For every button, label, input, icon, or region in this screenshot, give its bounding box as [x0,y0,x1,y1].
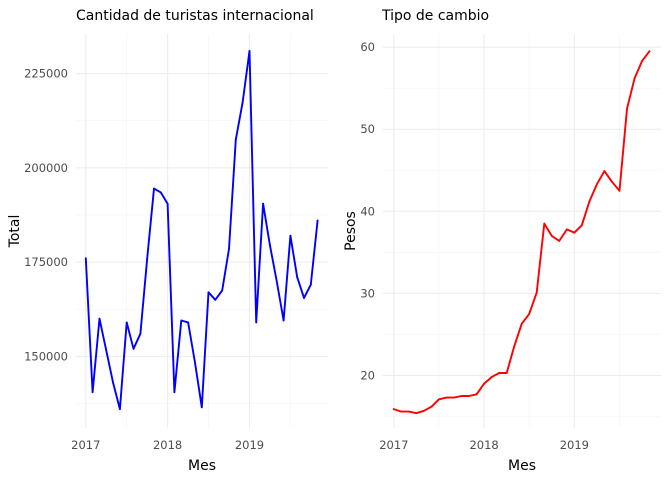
tourists-data-point [221,289,224,292]
exchange-data-point [611,180,613,183]
exchange-y-tick-label: 60 [360,40,375,54]
tourists-data-point [166,202,169,205]
exchange-data-point [453,396,455,399]
tourists-data-point [98,317,101,320]
exchange-x-tick-label: 2018 [469,438,498,452]
exchange-data-point [468,395,470,397]
tourists-data-point [112,381,114,384]
tourists-data-point [193,361,196,363]
exchange-data-point [603,170,606,172]
tourists-data-point [303,297,305,299]
exchange-y-tick-label: 50 [360,122,375,136]
tourists-data-point [309,283,312,286]
exchange-data-point [588,200,591,203]
tourists-y-axis-label: Total [7,215,23,249]
exchange-data-point [513,345,516,348]
tourists-data-point [200,406,203,409]
exchange-data-point [528,313,531,315]
tourists-y-tick-label: 225000 [24,67,68,81]
tourists-y-tick-label: 200000 [24,161,68,175]
tourists-data-point [207,291,210,294]
tourists-data-point [234,138,237,141]
exchange-data-point [438,398,440,401]
exchange-y-tick-label: 30 [360,286,375,300]
tourists-data-point [255,321,258,324]
tourists-data-point [180,319,183,322]
tourists-data-point [159,191,162,194]
tourists-data-point [241,100,244,103]
tourists-data-point [119,408,121,411]
exchange-data-point [626,107,628,110]
exchange-data-point [460,395,463,397]
exchange-data-point [535,291,538,294]
exchange-y-tick-label: 20 [360,368,375,382]
exchange-data-point [580,224,583,227]
tourists-data-point [105,349,108,352]
tourists-x-tick-label: 2017 [71,438,100,452]
tourists-data-point [248,50,251,52]
tourists-data-point [153,187,155,190]
exchange-y-axis-label: Pesos [343,211,359,251]
exchange-data-point [543,222,546,225]
tourists-data-point [125,321,128,324]
tourists-data-point [187,321,189,324]
exchange-data-point [565,228,568,231]
tourists-x-axis-label: Mes [188,458,216,474]
chart-exchange-rate: 20 30 40 50 60 2017 2018 2019 Tipo de cambio Mes P… [343,8,661,474]
exchange-data-point [641,60,643,62]
tourists-x-tick-label: 2019 [235,438,264,452]
tourists-chart-title: Cantidad de turistas internacional [76,8,314,24]
exchange-y-tick-label: 40 [360,204,375,218]
tourists-y-tick-label: 175000 [24,255,68,269]
tourists-data-point [91,391,94,394]
tourists-data-point [262,202,265,205]
tourists-data-point [275,280,278,282]
tourists-data-point [214,298,217,301]
exchange-data-point [430,405,433,408]
tourists-data-point [146,257,149,260]
exchange-data-point [415,412,418,415]
exchange-x-tick-label: 2017 [379,438,408,452]
exchange-data-point [596,183,598,186]
exchange-data-point [422,409,425,412]
tourists-data-point [289,234,292,237]
tourists-y-tick-label: 150000 [24,349,68,363]
tourists-data-point [173,391,176,394]
exchange-data-point [558,239,561,242]
exchange-data-point [550,235,553,237]
tourists-data-point [132,347,135,350]
exchange-data-point [573,231,576,234]
tourists-data-point [139,332,142,335]
exchange-data-point [648,50,651,53]
exchange-x-axis-label: Mes [508,458,536,474]
exchange-data-point [483,382,485,385]
exchange-data-point [490,376,493,379]
exchange-data-point [445,396,448,399]
tourists-data-point [228,248,230,250]
tourists-data-point [282,319,285,322]
tourists-x-tick-label: 2018 [153,438,182,452]
exchange-data-point [618,189,621,192]
tourists-data-point [316,219,319,222]
exchange-chart-title: Tipo de cambio [381,8,489,24]
chart-tourists: 150000 175000 200000 225000 2017 2018 2019 Cant… [7,8,328,474]
exchange-data-point [633,77,636,80]
exchange-data-point [520,322,523,325]
exchange-data-point [475,393,478,396]
exchange-data-point [400,410,403,413]
tourists-data-point [84,257,87,260]
tourists-data-point [296,276,299,279]
exchange-data-point [505,372,508,374]
tourists-data-point [269,244,271,247]
exchange-data-point [392,408,395,411]
exchange-data-point [498,372,501,374]
exchange-x-tick-label: 2019 [560,438,589,452]
exchange-data-point [408,410,410,413]
